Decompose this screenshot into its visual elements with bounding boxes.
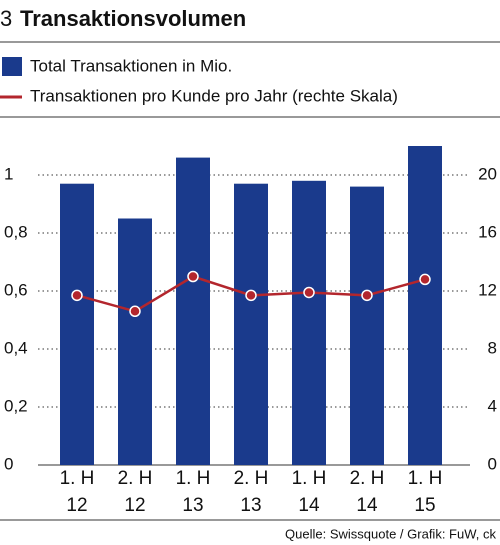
line-point bbox=[303, 286, 315, 299]
bar bbox=[118, 218, 152, 465]
source: Quelle: Swissquote / Grafik: FuW, ck bbox=[285, 526, 496, 541]
y2-tick-label: 8 bbox=[488, 338, 497, 357]
bar bbox=[350, 186, 384, 465]
x-tick-label: 1. H 13 bbox=[176, 468, 211, 516]
y-tick-label: 0,6 bbox=[4, 280, 28, 299]
y-tick-label: 0,4 bbox=[4, 338, 28, 357]
bar bbox=[292, 180, 326, 466]
x-tick-label: 1. H 12 bbox=[60, 468, 95, 516]
line-point bbox=[361, 289, 373, 302]
line-point bbox=[245, 289, 257, 302]
y-tick-label: 1 bbox=[4, 164, 13, 183]
bar bbox=[408, 146, 442, 465]
y2-tick-label: 20 bbox=[478, 164, 497, 183]
legend-label: Total Transaktionen in Mio. bbox=[30, 56, 232, 75]
legend-swatch bbox=[2, 57, 22, 76]
x-tick-label: 1. H 15 bbox=[408, 468, 443, 516]
line-point bbox=[71, 289, 83, 302]
legend-label: Transaktionen pro Kunde pro Jahr (rechte… bbox=[30, 86, 398, 105]
chart-title: Transaktionsvolumen bbox=[20, 6, 246, 31]
chart-number: 3 bbox=[0, 6, 12, 31]
bar bbox=[176, 157, 210, 465]
y2-tick-label: 0 bbox=[488, 454, 497, 473]
y-tick-label: 0,8 bbox=[4, 222, 28, 241]
bar bbox=[60, 183, 94, 465]
line-point bbox=[187, 270, 199, 283]
x-tick-label: 2. H 14 bbox=[350, 468, 385, 516]
y-tick-label: 0,2 bbox=[4, 396, 28, 415]
bar bbox=[234, 183, 268, 465]
x-tick-label: 2. H 12 bbox=[118, 468, 153, 516]
y2-tick-label: 4 bbox=[488, 396, 497, 415]
y2-tick-label: 16 bbox=[478, 222, 497, 241]
y2-tick-label: 12 bbox=[478, 280, 497, 299]
line-point bbox=[419, 273, 431, 286]
x-tick-label: 2. H 13 bbox=[234, 468, 269, 516]
x-tick-label: 1. H 14 bbox=[292, 468, 327, 516]
y-tick-label: 0 bbox=[4, 454, 13, 473]
line-point bbox=[129, 305, 141, 318]
